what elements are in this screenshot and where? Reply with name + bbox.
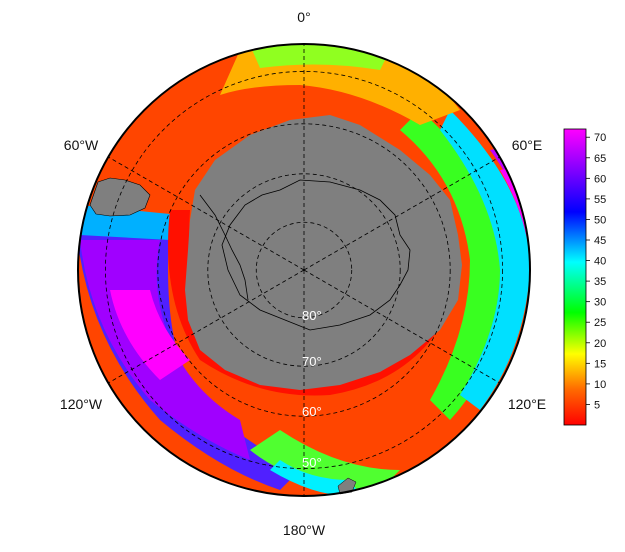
- colorbar-tick-label-20: 20: [594, 338, 606, 350]
- colorbar-tick-label-55: 55: [594, 194, 606, 206]
- parallel-70: [207, 173, 401, 367]
- lat-label-50: 50°: [302, 455, 322, 470]
- meridian-300: [108, 156, 305, 271]
- lon-label-0: 0°: [297, 9, 310, 25]
- meridian-60: [303, 156, 500, 271]
- peninsula-coast: [199, 194, 249, 301]
- south-america-tip: [89, 177, 151, 217]
- colorbar-tick-label-50: 50: [594, 214, 606, 226]
- colorbar-tick-label-65: 65: [594, 153, 606, 165]
- meridian-240: [108, 269, 305, 384]
- colorbar-gradient: [563, 128, 587, 426]
- colorbar-tick-label-5: 5: [594, 399, 600, 411]
- colorbar: 5 10 15 20 25 30 35 40 45 50 55 60 65 70: [563, 128, 606, 426]
- colorbar-tick-label-70: 70: [594, 132, 606, 144]
- colorbar-tick-label-40: 40: [594, 256, 606, 268]
- colorbar-tick-label-15: 15: [594, 358, 606, 370]
- latitude-labels: 80° 70° 60° 50°: [302, 308, 322, 470]
- graticule: [105, 44, 503, 496]
- lat-label-80: 80°: [302, 308, 322, 323]
- parallel-80: [255, 221, 353, 319]
- colorbar-ticks: 5 10 15 20 25 30 35 40 45 50 55 60 65 70: [586, 132, 606, 411]
- coastline: [221, 179, 411, 331]
- longitude-labels: 0° 60°E 120°E 180°W 120°W 60°W: [60, 9, 546, 538]
- colorbar-tick-label-35: 35: [594, 276, 606, 288]
- lon-label-180w: 180°W: [283, 522, 326, 538]
- colorbar-tick-label-60: 60: [594, 173, 606, 185]
- meridian-120: [303, 269, 500, 384]
- colorbar-tick-label-10: 10: [594, 379, 606, 391]
- colorbar-tick-label-25: 25: [594, 317, 606, 329]
- lon-label-120e: 120°E: [508, 396, 546, 412]
- lon-label-60e: 60°E: [512, 137, 543, 153]
- map-frame: [77, 43, 531, 497]
- lon-label-120w: 120°W: [60, 396, 103, 412]
- colorbar-tick-label-45: 45: [594, 235, 606, 247]
- lat-label-60: 60°: [302, 404, 322, 419]
- parallel-60: [157, 123, 451, 417]
- colorbar-tick-label-30: 30: [594, 297, 606, 309]
- lon-label-60w: 60°W: [64, 137, 99, 153]
- antarctica-land: [185, 115, 462, 390]
- lat-label-70: 70°: [302, 354, 322, 369]
